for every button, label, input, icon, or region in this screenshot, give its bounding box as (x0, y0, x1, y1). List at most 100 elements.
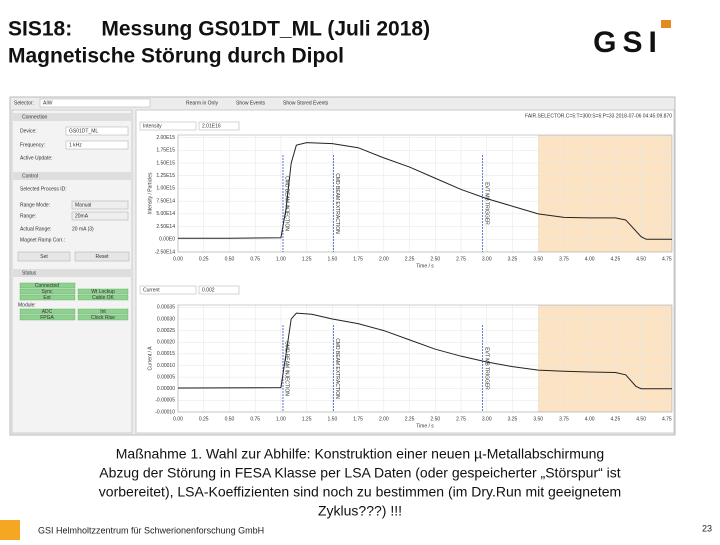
x-tick-label: 4.25 (611, 256, 621, 262)
ui-text: Device: (20, 128, 37, 134)
ui-box (71, 211, 129, 221)
x-tick-label: 3.75 (559, 256, 569, 262)
ui-text: Connection (22, 114, 48, 120)
ui-box (139, 121, 197, 131)
caption: vorbereitet), LSA-Koeffizienten sind noc… (99, 484, 621, 500)
ui-text: Set (40, 254, 48, 260)
y-tick-label: 1.00E15 (156, 186, 175, 192)
ui-text: Range: (20, 213, 36, 219)
x-tick-label: 1.25 (302, 416, 312, 422)
ui-text: Selector: (14, 100, 34, 106)
ui-text: AIW (43, 100, 53, 106)
x-tick-label: 2.25 (405, 416, 415, 422)
x-tick-label: 4.75 (662, 256, 672, 262)
y-tick-label: 5.00E14 (156, 211, 175, 217)
x-tick-label: 1.75 (353, 416, 363, 422)
ui-text: Intensity (143, 123, 162, 129)
ui-box (39, 98, 151, 108)
highlight (538, 135, 672, 252)
x-tick-label: 4.00 (585, 256, 595, 262)
status-led (77, 294, 129, 301)
ui-text: Module: (18, 302, 36, 308)
ui-text: 1 kHz (69, 142, 82, 148)
x-tick-label: 1.50 (328, 416, 338, 422)
ui-text: GS01DT_ML (69, 128, 98, 134)
status-led (19, 294, 76, 301)
ui-text: FPGA (40, 315, 54, 321)
ui-text: Magnet Ramp Corr.: (20, 237, 65, 243)
ui-box (65, 140, 129, 150)
x-tick-label: 1.75 (353, 256, 363, 262)
ui-box (198, 121, 240, 131)
plot-frame (177, 304, 673, 413)
y-axis-label: Current / A (147, 346, 153, 371)
y-tick-label: -0.00005 (155, 398, 175, 404)
y-tick-label: 0.00000 (157, 386, 175, 392)
event-label: CMD BEAM EXTRACTION (334, 173, 340, 234)
y-tick-label: 0.00E0 (159, 237, 175, 243)
y-tick-label: -0.00010 (155, 409, 175, 415)
ui-text: Manual (75, 202, 91, 208)
x-tick-label: 3.00 (482, 416, 492, 422)
x-tick-label: 4.25 (611, 416, 621, 422)
title: Magnetische Störung durch Dipol (8, 45, 344, 68)
status-led (77, 288, 129, 295)
caption: Abzug der Störung in FESA Klasse per LSA… (99, 465, 620, 481)
x-tick-label: 2.25 (405, 256, 415, 262)
section-bar (13, 172, 131, 180)
x-tick-label: 1.00 (276, 256, 286, 262)
ui-text: Ext (43, 295, 51, 301)
x-tick-label: 4.50 (636, 416, 646, 422)
status-led (77, 314, 129, 321)
x-tick-label: 0.50 (225, 416, 235, 422)
ui-box (65, 126, 129, 136)
ui-text: 20mA (75, 213, 89, 219)
highlight (538, 305, 672, 412)
x-tick-label: 3.25 (508, 416, 518, 422)
x-tick-label: 3.75 (559, 416, 569, 422)
ui-text: Cable OK (92, 295, 114, 301)
y-tick-label: 1.50E15 (156, 160, 175, 166)
x-tick-label: 2.75 (456, 416, 466, 422)
y-tick-label: 2.00E15 (156, 135, 175, 141)
logo: GSI (593, 26, 663, 59)
ui-text: Status (22, 270, 37, 276)
y-tick-label: 2.50E14 (156, 224, 175, 230)
y-tick-label: 0.00035 (157, 305, 175, 311)
section-bar (13, 113, 131, 121)
y-tick-label: 0.00030 (157, 316, 175, 322)
ui-text: Active Update: (20, 155, 53, 161)
event-label: EVT MB TRIGGER (483, 347, 489, 390)
ui-text: ADC (42, 309, 53, 315)
x-tick-label: 1.00 (276, 416, 286, 422)
x-tick-label: 1.25 (302, 256, 312, 262)
x-tick-label: 2.00 (379, 256, 389, 262)
y-tick-label: 0.00005 (157, 374, 175, 380)
x-tick-label: 3.00 (482, 256, 492, 262)
ui-box (71, 200, 129, 210)
ui-text: Clock Rise (91, 315, 115, 321)
trace (177, 312, 672, 390)
x-tick-label: 0.75 (250, 416, 260, 422)
ui-text: Show Events (236, 100, 266, 106)
status-led (19, 288, 76, 295)
trace (178, 142, 672, 240)
ui-text: Int (100, 309, 106, 315)
ui-text: 20 mA (3) (72, 226, 94, 232)
caption: Zyklus???) !!! (318, 503, 402, 519)
status-led (19, 314, 76, 321)
ui-text: Control (22, 173, 38, 179)
x-tick-label: 3.25 (508, 256, 518, 262)
x-tick-label: 0.25 (199, 256, 209, 262)
ui-text: Show Stored Events (283, 100, 329, 106)
ui-text: Connected (35, 283, 59, 289)
ui-text: 0.002 (202, 287, 215, 293)
x-tick-label: 0.50 (225, 256, 235, 262)
event-label: CMD BEAM INJECTION (284, 341, 290, 396)
ui-box (17, 251, 71, 262)
x-tick-label: 4.75 (662, 416, 672, 422)
y-tick-label: 7.50E14 (156, 198, 175, 204)
caption: Maßnahme 1. Wahl zur Abhilfe: Konstrukti… (116, 446, 604, 462)
ui-text: Rearm in Only (186, 100, 218, 106)
